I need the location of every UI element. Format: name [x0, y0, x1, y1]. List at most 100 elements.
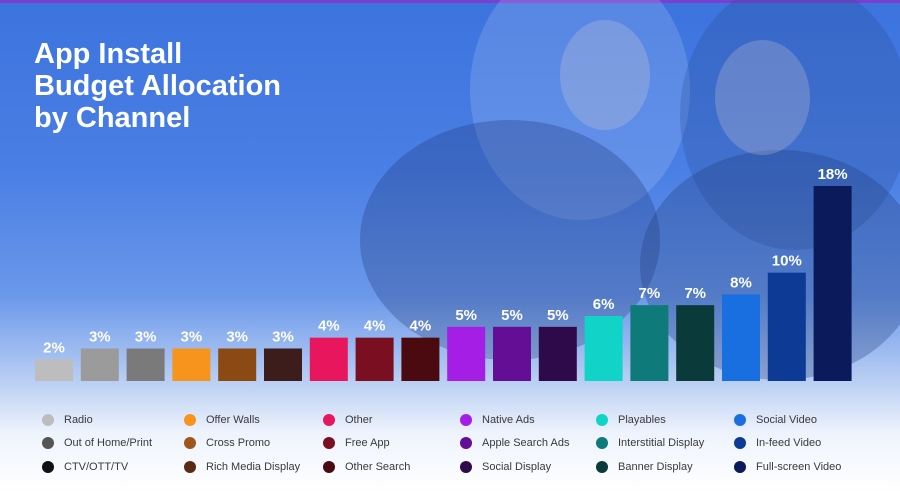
legend-label: CTV/OTT/TV: [64, 461, 129, 473]
bar-value-label: 5%: [547, 307, 569, 324]
legend-label: Other: [345, 414, 373, 426]
legend-label: Native Ads: [482, 414, 535, 426]
bar-value-label: 7%: [684, 285, 706, 302]
chart-title-line: by Channel: [34, 102, 191, 134]
chart-title-line: App Install: [34, 38, 183, 70]
bar-value-label: 4%: [410, 318, 432, 335]
bar-ctv-ott-tv: [126, 348, 165, 381]
legend-swatch: [323, 414, 335, 426]
photo-backdrop-shape: [715, 40, 810, 155]
legend-item: CTV/OTT/TV: [42, 458, 128, 476]
bar-interstitial-display: [630, 305, 669, 381]
legend-label: Social Display: [482, 461, 552, 473]
legend-item: Social Display: [460, 458, 551, 476]
bar-value-label: 3%: [272, 329, 294, 346]
legend-swatch: [460, 437, 472, 449]
bar-value-label: 3%: [89, 329, 111, 346]
legend-swatch: [42, 437, 54, 449]
legend-label: Radio: [64, 414, 93, 426]
legend-label: Rich Media Display: [206, 461, 301, 473]
legend-item: Native Ads: [460, 411, 535, 429]
legend-label: Playables: [618, 414, 666, 426]
legend-label: Apple Search Ads: [482, 437, 570, 449]
bar-cross-promo: [218, 348, 257, 381]
legend-item: Offer Walls: [184, 411, 260, 429]
bar-other: [309, 337, 348, 381]
legend-label: Social Video: [756, 414, 817, 426]
legend-swatch: [734, 461, 746, 473]
bar-banner-display: [676, 305, 715, 381]
legend-swatch: [460, 414, 472, 426]
legend-swatch: [596, 414, 608, 426]
legend-swatch: [596, 461, 608, 473]
legend-item: Playables: [596, 411, 666, 429]
legend-item: Rich Media Display: [184, 458, 300, 476]
legend-item: Social Video: [734, 411, 817, 429]
legend-label: Free App: [345, 437, 390, 449]
legend-item: Full-screen Video: [734, 458, 841, 476]
legend-item: Free App: [323, 434, 390, 452]
legend-swatch: [734, 437, 746, 449]
legend-swatch: [460, 461, 472, 473]
bar-value-label: 5%: [501, 307, 523, 324]
legend-item: Other: [323, 411, 373, 429]
legend-swatch: [734, 414, 746, 426]
legend-swatch: [184, 461, 196, 473]
bar-value-label: 8%: [730, 274, 752, 291]
legend-swatch: [596, 437, 608, 449]
bar-other-search: [401, 337, 440, 381]
legend-swatch: [323, 437, 335, 449]
legend-label: In-feed Video: [756, 437, 822, 449]
bar-radio: [35, 359, 73, 381]
bar-value-label: 3%: [135, 329, 157, 346]
bar-value-label: 4%: [318, 318, 340, 335]
bar-playables: [584, 316, 623, 381]
top-accent-line: [0, 0, 900, 3]
legend-item: Cross Promo: [184, 434, 270, 452]
legend-item: Banner Display: [596, 458, 693, 476]
legend-swatch: [184, 414, 196, 426]
legend-item: Radio: [42, 411, 93, 429]
legend-swatch: [42, 461, 54, 473]
bar-offer-walls: [172, 348, 211, 381]
bar-in-feed-video: [767, 272, 806, 381]
photo-backdrop-shape: [560, 20, 650, 130]
bar-full-screen-video: [813, 186, 852, 381]
bar-value-label: 2%: [43, 339, 65, 356]
bar-value-label: 4%: [364, 318, 386, 335]
bar-value-label: 3%: [226, 329, 248, 346]
bar-value-label: 18%: [818, 166, 848, 183]
photo-backdrop-shape: [680, 0, 900, 250]
bar-chart: 2% 3% 3% 3% 3% 3% 4% 4% 4% 5% 5% 5% 6% 7% 7% 8% 10% 18%: [35, 166, 852, 381]
legend-item: Interstitial Display: [596, 434, 704, 452]
bar-value-label: 7%: [639, 285, 661, 302]
legend-label: Other Search: [345, 461, 411, 473]
legend-item: Out of Home/Print: [42, 434, 152, 452]
bar-apple-search-ads: [493, 326, 531, 381]
chart-title-line: Budget Allocation: [34, 70, 282, 102]
legend-label: Full-screen Video: [756, 461, 842, 473]
legend-label: Out of Home/Print: [64, 437, 153, 449]
chart-title: App Install Budget Allocation by Channel: [34, 38, 354, 134]
legend-label: Banner Display: [618, 461, 693, 473]
legend-label: Cross Promo: [206, 437, 271, 449]
legend-item: In-feed Video: [734, 434, 821, 452]
bar-social-video: [722, 294, 760, 381]
legend-swatch: [184, 437, 196, 449]
chart-legend: Radio Out of Home/Print CTV/OTT/TV Offer Wa…: [0, 405, 900, 492]
legend-swatch: [42, 414, 54, 426]
bar-value-label: 5%: [455, 307, 477, 324]
bar-native-ads: [447, 326, 486, 381]
legend-item: Apple Search Ads: [460, 434, 569, 452]
legend-item: Other Search: [323, 458, 410, 476]
legend-swatch: [323, 461, 335, 473]
bar-value-label: 3%: [181, 329, 203, 346]
legend-label: Interstitial Display: [618, 437, 705, 449]
bar-free-app: [355, 337, 394, 381]
bar-out-of-home-print: [80, 348, 119, 381]
bar-rich-media-display: [264, 348, 302, 381]
photo-backdrop-shape: [470, 0, 690, 220]
bar-social-display: [538, 326, 577, 381]
bar-value-label: 10%: [772, 253, 802, 270]
